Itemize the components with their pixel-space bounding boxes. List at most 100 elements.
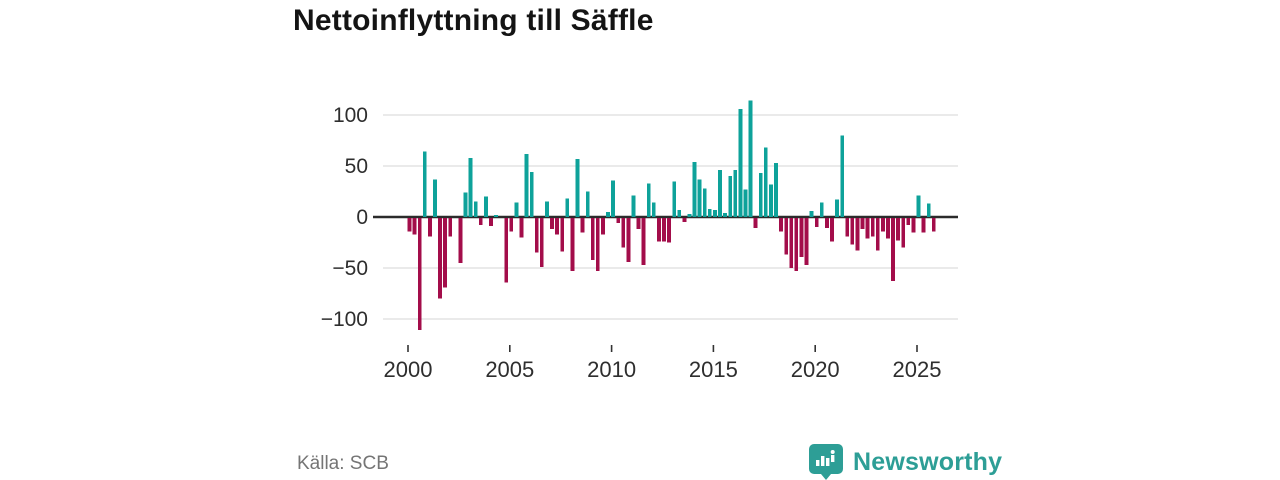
bar-2011Q3 <box>641 218 646 265</box>
bar-2006Q4 <box>545 201 549 217</box>
newsworthy-wordmark: Newsworthy <box>853 447 1003 476</box>
bar-2008Q1 <box>570 218 575 272</box>
bar-2020Q4 <box>830 218 834 242</box>
bar-2009Q2 <box>595 218 600 272</box>
bar-2025Q1 <box>916 195 921 217</box>
bar-2014Q1 <box>692 161 697 217</box>
bar-2020Q1 <box>814 218 819 228</box>
chart-title: Nettoinflyttning till Säffle <box>293 4 654 37</box>
bar-2005Q2 <box>514 202 519 217</box>
newsworthy-logo: Newsworthy <box>808 443 1002 480</box>
bar-2022Q2 <box>860 218 865 230</box>
bar-2015Q3 <box>723 212 727 217</box>
bar-2024Q4 <box>911 218 916 233</box>
x-axis-tick-label: 2025 <box>893 357 942 382</box>
y-axis-tick-label: 100 <box>333 104 368 127</box>
bar-2020Q2 <box>819 202 824 217</box>
bar-2025Q2 <box>921 218 926 233</box>
y-axis-tick-label: −50 <box>332 257 368 280</box>
bar-2014Q4 <box>707 208 712 217</box>
bar-2023Q4 <box>891 218 895 282</box>
bar-2019Q4 <box>809 210 814 217</box>
bar-2007Q1 <box>550 218 554 230</box>
bar-2003Q3 <box>478 218 483 226</box>
y-axis-tick-label: 0 <box>356 206 368 229</box>
bar-2007Q2 <box>555 218 560 235</box>
bar-2017Q2 <box>758 173 763 217</box>
bar-2005Q4 <box>524 153 529 217</box>
bar-2012Q1 <box>651 202 656 217</box>
bar-2020Q3 <box>824 218 829 229</box>
bar-2012Q4 <box>667 218 671 243</box>
bar-2001Q1 <box>427 218 432 237</box>
bar-2017Q4 <box>768 184 773 217</box>
bar-2016Q1 <box>733 170 738 217</box>
x-axis-tick-label: 2020 <box>791 357 840 382</box>
bar-2000Q3 <box>417 218 422 331</box>
bar-2016Q2 <box>738 108 743 217</box>
bar-2022Q1 <box>855 218 860 251</box>
bar-2011Q2 <box>636 218 641 230</box>
bar-2006Q2 <box>534 218 539 253</box>
bar-2008Q4 <box>585 191 590 217</box>
bar-2013Q3 <box>682 218 687 223</box>
bar-2023Q2 <box>880 218 885 232</box>
bar-2009Q3 <box>601 218 605 235</box>
bar-2008Q3 <box>580 218 585 233</box>
bar-2025Q3 <box>926 203 931 217</box>
bar-2021Q3 <box>845 218 850 237</box>
bar-2006Q1 <box>529 172 534 217</box>
bar-2009Q4 <box>606 211 610 217</box>
bar-2001Q2 <box>433 179 437 217</box>
bar-2016Q3 <box>743 189 748 217</box>
bar-2015Q4 <box>728 176 733 217</box>
bar-2012Q2 <box>657 218 661 242</box>
bar-2005Q3 <box>519 218 524 238</box>
bar-2003Q1 <box>468 157 473 217</box>
bar-2004Q1 <box>489 218 493 227</box>
bar-2016Q4 <box>748 100 753 217</box>
bar-2022Q3 <box>865 218 870 239</box>
source-note: Källa: SCB <box>297 453 389 474</box>
bar-2003Q2 <box>473 201 478 217</box>
bar-2001Q3 <box>438 218 442 299</box>
bar-2010Q3 <box>621 218 626 248</box>
bar-2003Q4 <box>483 196 488 217</box>
bar-2024Q2 <box>901 218 906 248</box>
bar-2024Q3 <box>906 218 911 226</box>
x-axis-tick-label: 2010 <box>587 357 636 382</box>
bar-2004Q4 <box>504 218 509 283</box>
bar-2017Q1 <box>753 218 758 229</box>
bar-2002Q3 <box>458 218 463 263</box>
bar-2017Q3 <box>763 147 768 217</box>
bar-2008Q2 <box>575 158 580 217</box>
bar-2001Q4 <box>443 218 448 288</box>
bar-2023Q3 <box>886 218 890 239</box>
x-axis-tick-label: 2015 <box>689 357 738 382</box>
bar-2002Q1 <box>448 218 453 237</box>
bar-2009Q1 <box>590 218 595 260</box>
bar-2013Q4 <box>687 213 692 217</box>
bar-2018Q3 <box>784 218 789 255</box>
bar-2023Q1 <box>875 218 880 251</box>
y-axis-tick-label: 50 <box>345 155 368 178</box>
bar-2021Q4 <box>850 218 855 245</box>
bar-2021Q2 <box>840 135 845 217</box>
bar-2000Q4 <box>422 151 427 217</box>
bar-2025Q4 <box>931 218 936 232</box>
bar-2018Q2 <box>779 218 783 232</box>
bar-2015Q2 <box>718 170 722 217</box>
bar-2010Q2 <box>616 218 621 224</box>
x-axis-tick-label: 2005 <box>485 357 534 382</box>
y-axis-tick-label: −100 <box>321 308 368 331</box>
bar-2021Q1 <box>835 199 839 217</box>
bar-2014Q2 <box>697 179 702 217</box>
bar-2019Q3 <box>804 218 809 265</box>
bar-2004Q2 <box>494 214 498 217</box>
newsworthy-bubble-chart-icon <box>809 444 843 480</box>
bar-2024Q1 <box>896 218 901 241</box>
bar-2018Q1 <box>774 162 778 217</box>
bar-2010Q4 <box>626 218 631 262</box>
